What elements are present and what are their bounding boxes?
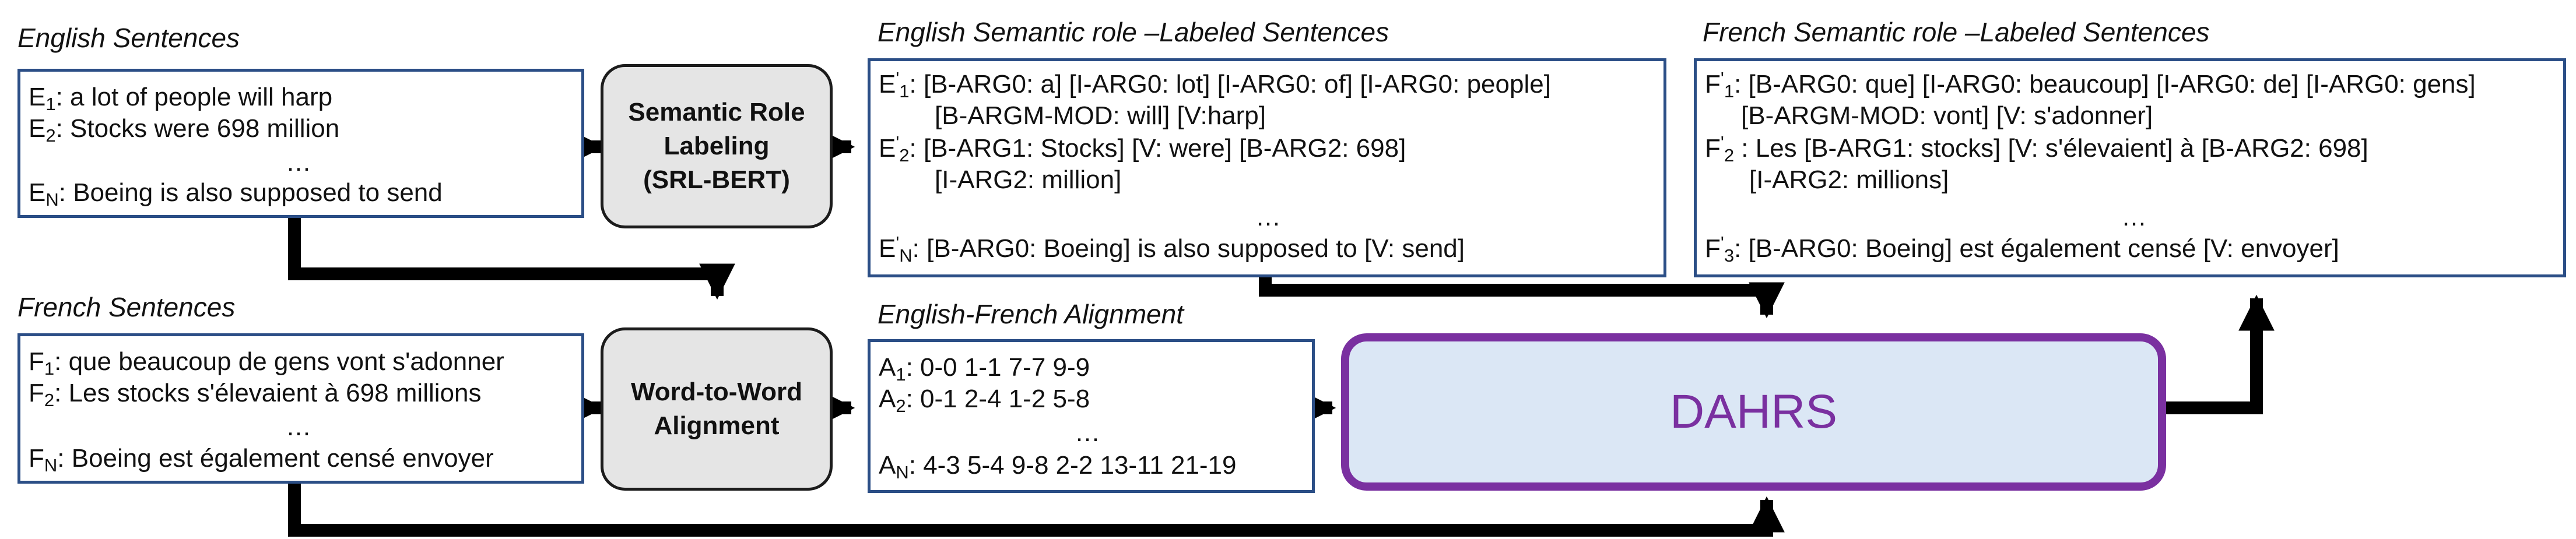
srl-f2-line2: [I-ARG2: millions] bbox=[1749, 165, 1949, 194]
srl-en-line1: E'N: [B-ARG0: Boeing] is also supposed t… bbox=[879, 232, 1465, 266]
ellipsis: … bbox=[1255, 203, 1281, 231]
sentence-f2: F2: Les stocks s'élevaient à 698 million… bbox=[29, 379, 482, 410]
arrow-dahrs-to-french-srl bbox=[2166, 294, 2275, 414]
sentence-en: EN: Boeing is also supposed to send bbox=[29, 178, 443, 210]
alignment-a2: A2: 0-1 2-4 1-2 5-8 bbox=[879, 385, 1090, 416]
title-english-srl: English Semantic role –Labeled Sentences bbox=[878, 17, 1389, 47]
title-french-srl: French Semantic role –Labeled Sentences bbox=[1703, 17, 2210, 47]
ellipsis: … bbox=[1075, 418, 1100, 447]
english-sentences-box: E1: a lot of people will harp E2: Stocks… bbox=[17, 69, 584, 218]
sentence-f1: F1: que beaucoup de gens vont s'adonner bbox=[29, 347, 504, 379]
french-sentences-box: F1: que beaucoup de gens vont s'adonner … bbox=[17, 333, 584, 484]
dahrs-block: DAHRS bbox=[1341, 333, 2166, 491]
arrow-french-to-dahrs bbox=[288, 482, 1785, 537]
srl-f1-line1: F'1: [B-ARG0: que] [I-ARG0: beaucoup] [I… bbox=[1705, 68, 2476, 101]
srl-f3-line1: F'3: [B-ARG0: Boeing] est également cens… bbox=[1705, 232, 2339, 266]
arrow-english-to-w2w bbox=[288, 217, 735, 300]
arrow-english-srl-to-dahrs bbox=[1259, 277, 1785, 319]
word-to-word-block: Word-to-Word Alignment bbox=[601, 327, 833, 491]
sentence-fn: FN: Boeing est également censé envoyer bbox=[29, 444, 494, 475]
title-alignment: English-French Alignment bbox=[878, 299, 1184, 329]
srl-e2-line1: E'2: [B-ARG1: Stocks] [V: were] [B-ARG2:… bbox=[879, 132, 1406, 165]
srl-e2-line2: [I-ARG2: million] bbox=[935, 165, 1122, 194]
english-srl-box: E'1: [B-ARG0: a] [I-ARG0: lot] [I-ARG0: … bbox=[868, 58, 1666, 277]
srl-e1-line1: E'1: [B-ARG0: a] [I-ARG0: lot] [I-ARG0: … bbox=[879, 68, 1551, 101]
alignment-box: A1: 0-0 1-1 7-7 9-9 A2: 0-1 2-4 1-2 5-8 … bbox=[868, 339, 1315, 493]
ellipsis: … bbox=[286, 413, 311, 441]
dahrs-label: DAHRS bbox=[1669, 385, 1838, 438]
srl-e1-line2: [B-ARGM-MOD: will] [V:harp] bbox=[935, 101, 1266, 130]
ellipsis: … bbox=[2121, 203, 2147, 231]
sentence-e2: E2: Stocks were 698 million bbox=[29, 114, 340, 146]
srl-f2-line1: F'2 : Les [B-ARG1: stocks] [V: s'élevaie… bbox=[1705, 132, 2368, 165]
srl-f1-line2: [B-ARGM-MOD: vont] [V: s'adonner] bbox=[1741, 101, 2153, 130]
alignment-a1: A1: 0-0 1-1 7-7 9-9 bbox=[879, 353, 1090, 385]
sentence-e1: E1: a lot of people will harp bbox=[29, 83, 333, 114]
title-french-sentences: French Sentences bbox=[17, 292, 236, 322]
srl-bert-block: Semantic Role Labeling (SRL-BERT) bbox=[601, 64, 833, 228]
alignment-an: AN: 4-3 5-4 9-8 2-2 13-11 21-19 bbox=[879, 451, 1237, 482]
ellipsis: … bbox=[286, 148, 311, 177]
title-english-sentences: English Sentences bbox=[17, 23, 240, 53]
french-srl-box: F'1: [B-ARG0: que] [I-ARG0: beaucoup] [I… bbox=[1694, 58, 2566, 277]
